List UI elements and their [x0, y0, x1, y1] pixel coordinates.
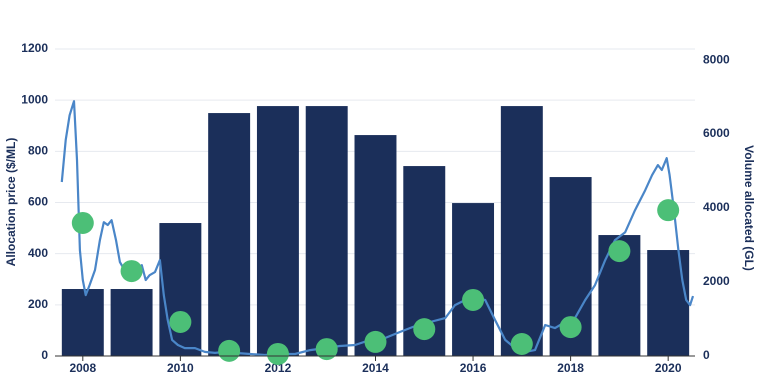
x-tick-label: 2012 [265, 361, 292, 375]
y-axis-title: Allocation price ($/ML) [4, 138, 18, 267]
bar [305, 106, 348, 356]
x-tick-label: 2016 [460, 361, 487, 375]
bar [256, 106, 299, 356]
y2-axis-title: Volume allocated (GL) [742, 145, 756, 271]
x-tick-label: 2010 [167, 361, 194, 375]
average-dot [559, 316, 582, 339]
x-tick-label: 2014 [362, 361, 389, 375]
average-dot [266, 342, 289, 365]
average-dot [608, 240, 631, 263]
x-tick-label: 2020 [655, 361, 682, 375]
y2-tick-label: 0 [703, 348, 710, 362]
average-dot [364, 330, 387, 353]
bar [500, 106, 543, 356]
bar [110, 289, 153, 356]
y2-tick-label: 8000 [703, 52, 730, 66]
average-dot [315, 338, 338, 361]
average-dot [462, 288, 485, 311]
y-tick-label: 800 [28, 144, 48, 158]
average-dot [218, 339, 241, 362]
x-tick-label: 2018 [557, 361, 584, 375]
average-dot [120, 260, 143, 283]
y-tick-label: 400 [28, 246, 48, 260]
average-dot [413, 318, 436, 341]
y-tick-label: 1000 [21, 92, 48, 106]
y2-tick-label: 2000 [703, 274, 730, 288]
y2-tick-label: 4000 [703, 200, 730, 214]
bar [647, 250, 690, 356]
average-dot [169, 310, 192, 333]
average-dot [510, 332, 533, 355]
y-tick-label: 0 [41, 348, 48, 362]
average-dot [657, 199, 680, 222]
bar [452, 203, 495, 356]
bar [208, 113, 251, 356]
y-tick-label: 1200 [21, 41, 48, 55]
average-dot [71, 211, 94, 234]
bar [61, 289, 104, 356]
y2-tick-label: 6000 [703, 126, 730, 140]
y-tick-label: 600 [28, 195, 48, 209]
y-tick-label: 200 [28, 297, 48, 311]
bar [354, 135, 397, 356]
x-tick-label: 2008 [69, 361, 96, 375]
bar [159, 223, 202, 356]
